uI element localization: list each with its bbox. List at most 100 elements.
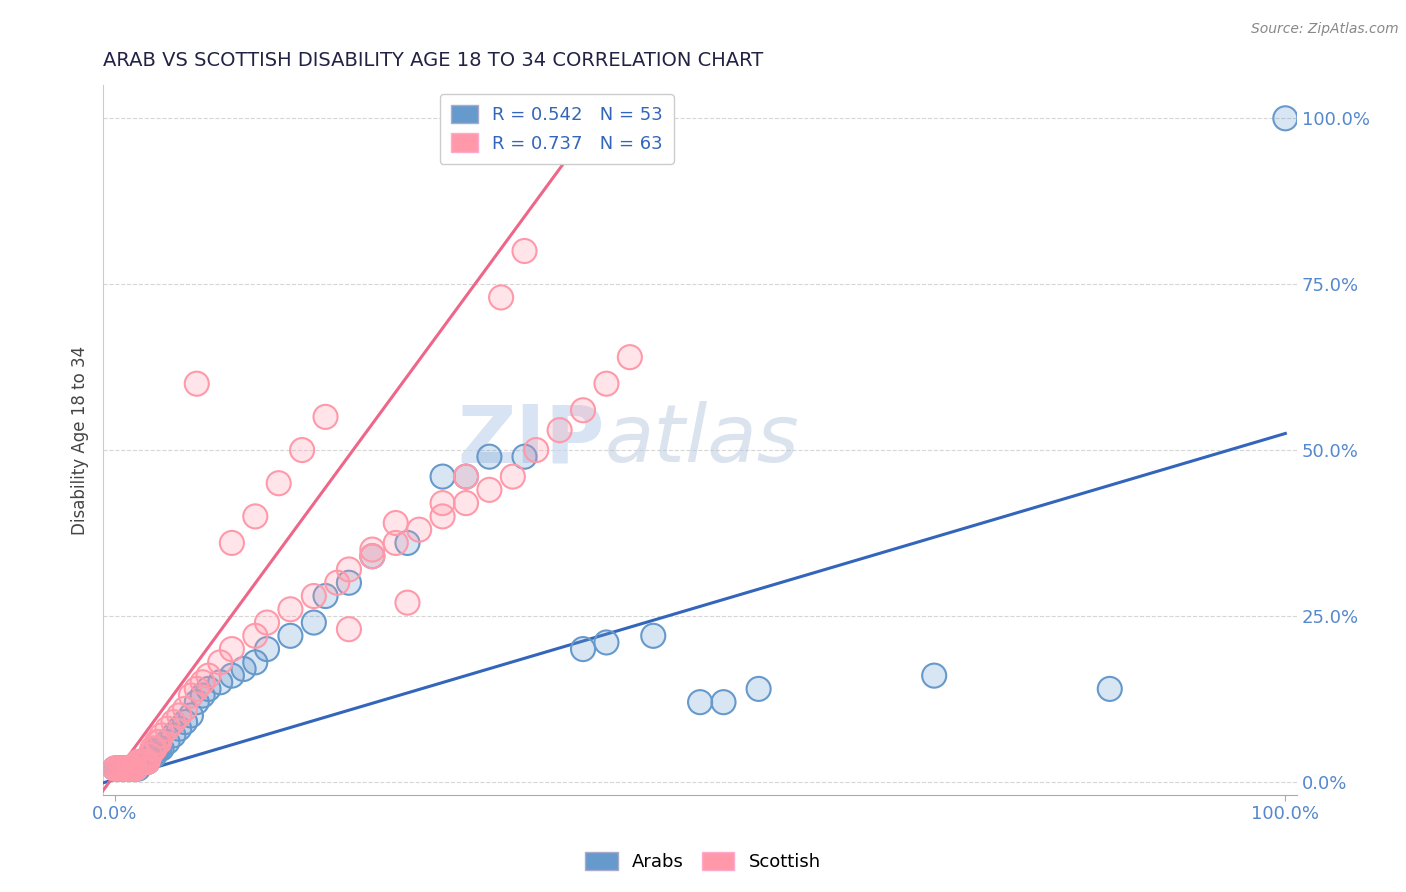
Point [129, 755, 152, 769]
Point [595, 376, 617, 391]
Point [619, 350, 641, 364]
Point [148, 741, 170, 756]
Point [315, 589, 337, 603]
Point [104, 762, 127, 776]
Point [167, 708, 190, 723]
Point [432, 509, 454, 524]
Point [127, 762, 149, 776]
Point [302, 615, 325, 630]
Point [432, 469, 454, 483]
Text: ARAB VS SCOTTISH DISABILITY AGE 18 TO 34 CORRELATION CHART: ARAB VS SCOTTISH DISABILITY AGE 18 TO 34… [103, 51, 763, 70]
Point [134, 755, 156, 769]
Point [619, 350, 641, 364]
Point [146, 735, 169, 749]
Point [337, 562, 360, 576]
Point [337, 575, 360, 590]
Point [129, 755, 152, 769]
Point [291, 443, 314, 458]
Point [186, 681, 208, 696]
Point [125, 762, 148, 776]
Point [111, 762, 134, 776]
Point [361, 549, 384, 564]
Point [162, 728, 184, 742]
Point [302, 589, 325, 603]
Point [150, 741, 173, 756]
Point [105, 762, 128, 776]
Point [180, 689, 202, 703]
Point [245, 629, 267, 643]
Point [112, 762, 135, 776]
Point [221, 642, 243, 657]
Point [180, 708, 202, 723]
Point [125, 762, 148, 776]
Point [141, 741, 163, 756]
Point [454, 469, 477, 483]
Point [478, 450, 501, 464]
Point [118, 762, 141, 776]
Point [180, 708, 202, 723]
Point [112, 762, 135, 776]
Point [408, 523, 430, 537]
Point [139, 748, 162, 763]
Point [361, 542, 384, 557]
Point [315, 409, 337, 424]
Point [315, 409, 337, 424]
Point [432, 509, 454, 524]
Point [232, 662, 254, 676]
Point [502, 469, 524, 483]
Point [134, 755, 156, 769]
Point [209, 675, 232, 690]
Point [454, 496, 477, 510]
Point [115, 762, 138, 776]
Point [478, 483, 501, 497]
Point [122, 762, 145, 776]
Point [337, 622, 360, 636]
Point [245, 656, 267, 670]
Point [111, 762, 134, 776]
Point [245, 509, 267, 524]
Point [280, 629, 302, 643]
Point [337, 575, 360, 590]
Point [136, 755, 159, 769]
Point [689, 695, 711, 709]
Point [148, 741, 170, 756]
Point [548, 423, 571, 437]
Point [191, 675, 214, 690]
Point [115, 762, 138, 776]
Point [146, 735, 169, 749]
Point [384, 516, 406, 530]
Point [141, 748, 163, 763]
Point [139, 748, 162, 763]
Point [174, 702, 197, 716]
Point [108, 762, 131, 776]
Point [384, 536, 406, 550]
Point [156, 735, 179, 749]
Y-axis label: Disability Age 18 to 34: Disability Age 18 to 34 [72, 345, 89, 534]
Point [396, 596, 419, 610]
Point [595, 635, 617, 649]
Point [209, 656, 232, 670]
Point [478, 483, 501, 497]
Point [221, 668, 243, 682]
Point [245, 656, 267, 670]
Point [134, 755, 156, 769]
Point [136, 755, 159, 769]
Point [104, 762, 127, 776]
Point [408, 523, 430, 537]
Point [174, 715, 197, 730]
Point [221, 668, 243, 682]
Point [136, 755, 159, 769]
Point [156, 722, 179, 736]
Point [120, 762, 142, 776]
Point [132, 755, 155, 769]
Point [267, 476, 290, 491]
Point [326, 575, 349, 590]
Point [315, 589, 337, 603]
Point [221, 536, 243, 550]
Point [361, 549, 384, 564]
Point [396, 536, 419, 550]
Point [146, 741, 169, 756]
Point [197, 681, 219, 696]
Point [197, 668, 219, 682]
Point [105, 762, 128, 776]
